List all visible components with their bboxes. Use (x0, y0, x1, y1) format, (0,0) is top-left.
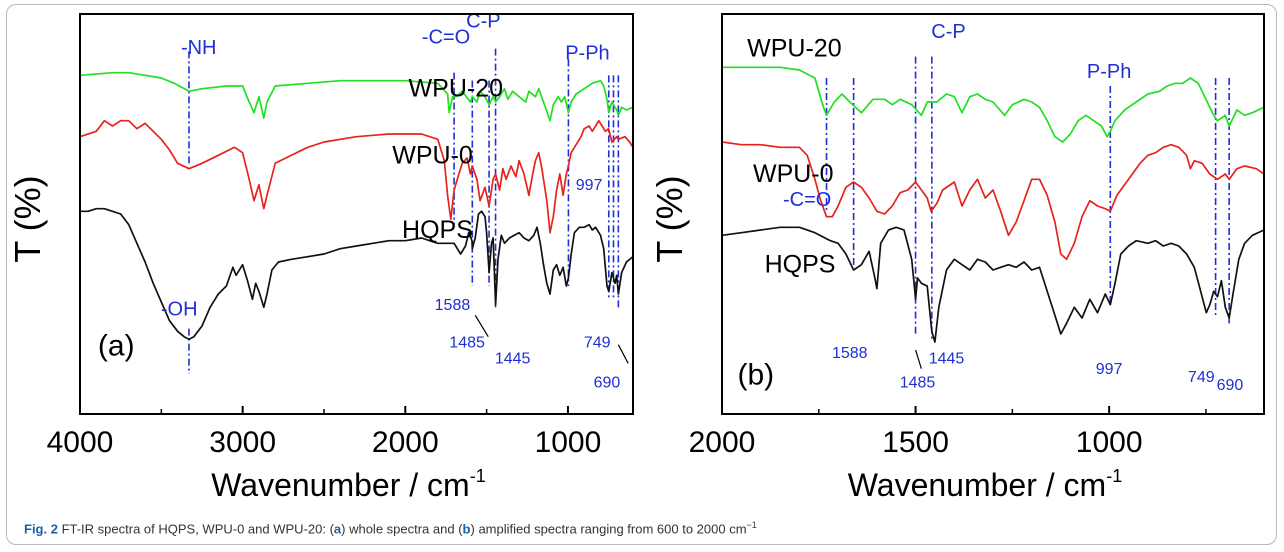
axes-box-b (721, 13, 1265, 415)
caption-letter-a: a (333, 521, 342, 537)
annotation-a-10: 690 (594, 374, 621, 391)
annotation-a-5: 997 (576, 177, 603, 194)
annotation-b-5: 1445 (929, 350, 965, 367)
x-axis-label-a: Wavenumber / cm-1 (211, 466, 485, 503)
caption-text-2: ) whole spectra and ( (341, 521, 463, 537)
curve-label-b-1: WPU-0 (753, 160, 834, 188)
caption-letter-b: b (462, 521, 471, 537)
annotation-a-4: -OH (161, 298, 198, 320)
panel-b: WPU-20 WPU-0 HQPS -C=O C-P P-Ph 1588 1485 1445 99… (649, 13, 1265, 503)
annotation-b-2: P-Ph (1087, 61, 1131, 83)
figure-frame (6, 4, 1277, 545)
arrow-1485-a (474, 315, 489, 337)
caption-text-3: ) amplified spectra ranging from 600 to … (470, 521, 747, 537)
annotation-a-3: P-Ph (565, 42, 609, 64)
curve-label-a-1: WPU-0 (392, 141, 473, 169)
arrow-1485-b (914, 349, 922, 369)
annotation-b-8: 690 (1217, 377, 1244, 394)
panel-label-b: (b) (737, 359, 774, 392)
x-axis-label-b: Wavenumber / cm-1 (848, 466, 1122, 503)
series-line-b-2 (722, 226, 1264, 343)
annotation-b-0: -C=O (783, 189, 831, 211)
series-line-a-0 (80, 71, 633, 122)
annotation-b-6: 997 (1096, 361, 1123, 378)
x-tick-label-b-1: 1500 (882, 426, 949, 459)
caption-superscript: −1 (746, 520, 757, 530)
annotation-a-9: 749 (584, 334, 611, 351)
curve-label-b-2: HQPS (765, 251, 836, 279)
panel-a: WPU-20 WPU-0 HQPS -NH -C=OC-P P-Ph -OH 997 1588 1… (7, 10, 634, 503)
panel-label-a: (a) (98, 329, 135, 362)
series-group-b (722, 66, 1264, 343)
annotation-a-7: 1485 (449, 334, 485, 351)
series-line-b-0 (722, 66, 1264, 143)
annotation-a-2: C-P (466, 10, 500, 32)
axes-box-a (79, 13, 634, 415)
curve-label-b-0: WPU-20 (747, 35, 841, 63)
x-axis-label-sup-a: -1 (470, 466, 486, 486)
annotation-a-8: 1445 (495, 350, 531, 367)
annotation-a-6: 1588 (435, 297, 471, 314)
x-tick-label-a-2: 2000 (372, 426, 439, 459)
x-tick-label-a-1: 3000 (209, 426, 276, 459)
x-tick-label-b-2: 1000 (1076, 426, 1143, 459)
series-line-a-1 (80, 119, 633, 234)
curve-label-a-2: HQPS (402, 216, 473, 244)
annotation-b-1: C-P (931, 21, 965, 43)
caption-text-1: FT-IR spectra of HQPS, WPU-0 and WPU-20:… (57, 521, 334, 537)
series-group-a (80, 71, 633, 341)
caption-fig-label: Fig. 2 (24, 521, 58, 537)
y-axis-label-b: T (%) (649, 175, 690, 262)
annotation-b-3: 1588 (832, 345, 868, 362)
x-tick-label-a-0: 4000 (47, 426, 114, 459)
annotation-a-0: -NH (181, 37, 217, 59)
arrow-690-a (617, 344, 629, 364)
annotation-b-7: 749 (1188, 369, 1215, 386)
x-tick-label-b-0: 2000 (689, 426, 756, 459)
x-tick-label-a-3: 1000 (535, 426, 602, 459)
figure-caption: Fig. 2 FT-IR spectra of HQPS, WPU-0 and … (24, 520, 757, 536)
series-line-b-1 (722, 141, 1264, 261)
annotation-b-4: 1485 (900, 374, 936, 391)
series-line-a-2 (80, 207, 633, 341)
annotation-a-1: -C=O (422, 26, 470, 48)
y-axis-label-a: T (%) (7, 175, 48, 262)
x-axis-label-sup-b: -1 (1106, 466, 1122, 486)
curve-label-a-0: WPU-20 (409, 75, 503, 103)
